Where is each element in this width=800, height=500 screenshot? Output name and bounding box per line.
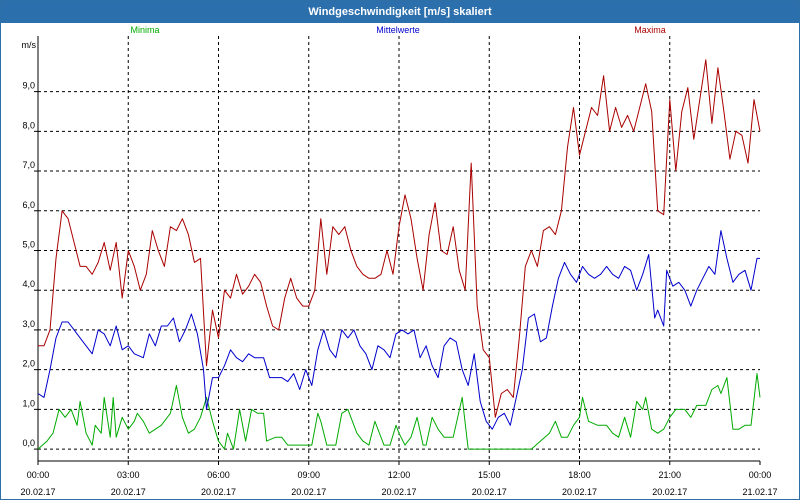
x-tick-date: 21.02.17 [742,487,777,497]
x-tick-time: 06:00 [207,470,230,480]
y-tick-label: 9,0 [22,81,35,91]
legend: Minima Mittelwerte Maxima [130,25,665,35]
x-tick-time: 00:00 [749,470,772,480]
series-line-maxima [38,59,761,418]
y-tick-label: 8,0 [22,120,35,130]
series-line-minima [37,373,761,450]
x-tick-date: 20.02.17 [562,487,597,497]
y-tick-label: 6,0 [22,200,35,210]
x-tick-time: 21:00 [658,470,681,480]
axes: m/s [22,36,761,465]
y-tick-label: 0,0 [22,438,35,448]
x-tick-date: 20.02.17 [201,487,236,497]
legend-mittelwerte: Mittelwerte [376,25,420,35]
x-tick-date: 20.02.17 [291,487,326,497]
x-tick-time: 15:00 [478,470,501,480]
x-tick-time: 00:00 [27,470,50,480]
grid [38,36,760,461]
y-tick-label: 5,0 [22,239,35,249]
y-tick-label: 4,0 [22,279,35,289]
y-tick-label: 2,0 [22,359,35,369]
y-tick-label: 1,0 [22,398,35,408]
x-tick-time: 12:00 [388,470,411,480]
x-tick-date: 20.02.17 [111,487,146,497]
y-tick-labels: 0,0 1,0 2,0 3,0 4,0 5,0 6,0 7,0 8,0 9,0 [22,81,35,448]
x-tick-date: 20.02.17 [472,487,507,497]
title-bar: Windgeschwindigkeit [m/s] skaliert [1,1,799,23]
y-tick-label: 7,0 [22,160,35,170]
legend-maxima: Maxima [634,25,666,35]
series-lines [37,59,761,450]
y-axis-label: m/s [22,40,37,50]
y-tick-label: 3,0 [22,319,35,329]
x-tick-date: 20.02.17 [381,487,416,497]
x-tick-date: 20.02.17 [20,487,55,497]
x-tick-labels: 00:00 20.02.17 03:00 20.02.17 06:00 20.02.17 0… [20,470,777,497]
series-line-mittelwerte [37,230,760,430]
x-tick-time: 09:00 [297,470,320,480]
chart-title: Windgeschwindigkeit [m/s] skaliert [308,6,492,18]
legend-minima: Minima [130,25,159,35]
x-tick-time: 03:00 [117,470,140,480]
x-tick-time: 18:00 [568,470,591,480]
x-tick-date: 20.02.17 [652,487,687,497]
